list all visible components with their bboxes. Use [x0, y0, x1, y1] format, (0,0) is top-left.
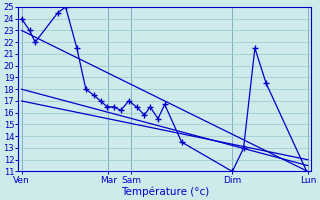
X-axis label: Température (°c): Température (°c) [121, 186, 209, 197]
